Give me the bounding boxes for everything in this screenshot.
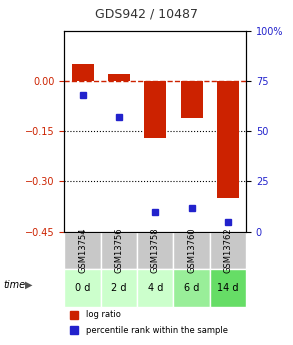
Bar <box>181 81 202 118</box>
Text: GSM13754: GSM13754 <box>78 228 87 273</box>
Text: ▶: ▶ <box>25 280 33 289</box>
Text: time: time <box>3 280 25 289</box>
Text: 2 d: 2 d <box>111 283 127 293</box>
FancyBboxPatch shape <box>101 269 137 307</box>
Text: GSM13762: GSM13762 <box>224 228 232 273</box>
FancyBboxPatch shape <box>173 231 210 269</box>
FancyBboxPatch shape <box>173 269 210 307</box>
Bar <box>217 81 239 198</box>
FancyBboxPatch shape <box>64 231 101 269</box>
FancyBboxPatch shape <box>210 231 246 269</box>
Bar <box>144 81 166 138</box>
FancyBboxPatch shape <box>137 269 173 307</box>
Text: percentile rank within the sample: percentile rank within the sample <box>86 326 228 335</box>
Text: GDS942 / 10487: GDS942 / 10487 <box>95 8 198 21</box>
Bar <box>72 65 93 81</box>
FancyBboxPatch shape <box>210 269 246 307</box>
FancyBboxPatch shape <box>137 231 173 269</box>
Text: 4 d: 4 d <box>148 283 163 293</box>
Text: 14 d: 14 d <box>217 283 239 293</box>
Text: GSM13758: GSM13758 <box>151 228 160 273</box>
FancyBboxPatch shape <box>101 231 137 269</box>
Bar <box>108 75 130 81</box>
Text: 0 d: 0 d <box>75 283 90 293</box>
Text: 6 d: 6 d <box>184 283 199 293</box>
FancyBboxPatch shape <box>64 269 101 307</box>
Text: log ratio: log ratio <box>86 310 121 319</box>
Text: GSM13756: GSM13756 <box>115 228 123 273</box>
Text: GSM13760: GSM13760 <box>187 228 196 273</box>
